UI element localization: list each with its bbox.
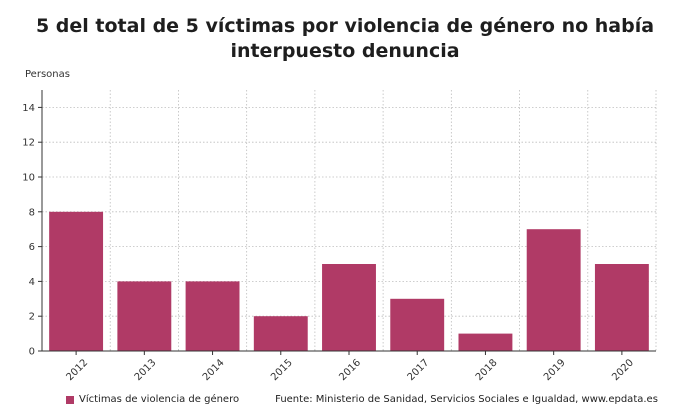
bar (458, 333, 513, 351)
bar (253, 316, 308, 351)
bar (185, 281, 240, 351)
y-tick-label: 10 (22, 173, 35, 184)
y-tick-label: 12 (22, 138, 35, 149)
y-tick-label: 2 (29, 312, 35, 323)
chart-title-line-2: interpuesto denuncia (230, 40, 460, 62)
chart-title: 5 del total de 5 víctimas por violencia … (0, 14, 690, 64)
x-tick-label: 2020 (610, 357, 636, 383)
y-axis-label: Personas (25, 69, 70, 80)
source-note: Fuente: Ministerio de Sanidad, Servicios… (275, 394, 658, 405)
x-tick-label: 2014 (201, 357, 227, 383)
x-tick-label: 2018 (474, 357, 500, 383)
bar (526, 229, 581, 351)
y-tick-label: 6 (29, 242, 35, 253)
y-tick-label: 8 (29, 207, 35, 218)
x-tick-label: 2012 (64, 357, 90, 383)
legend-series-label: Víctimas de violencia de género (79, 394, 240, 405)
bar (322, 264, 376, 351)
chart-title-line-1: 5 del total de 5 víctimas por violencia … (35, 15, 655, 37)
legend: Víctimas de violencia de género Fuente: … (66, 394, 658, 405)
y-tick-label: 0 (29, 347, 35, 358)
bar (49, 211, 104, 351)
x-tick-label: 2017 (406, 357, 432, 383)
x-tick-label: 2015 (269, 357, 295, 383)
x-tick-label: 2013 (133, 357, 159, 383)
y-tick-label: 14 (22, 103, 35, 114)
y-tick-label: 4 (29, 277, 35, 288)
x-tick-label: 2019 (542, 357, 568, 383)
x-tick-label: 2016 (337, 357, 363, 383)
legend-swatch (66, 395, 74, 404)
bar (594, 264, 649, 351)
bar (390, 298, 445, 351)
bar (117, 281, 172, 351)
